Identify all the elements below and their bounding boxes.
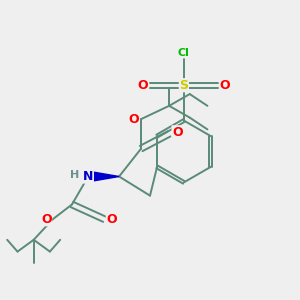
Text: O: O: [106, 213, 117, 226]
Polygon shape: [88, 171, 119, 182]
Text: O: O: [128, 112, 139, 126]
Text: O: O: [220, 79, 230, 92]
Text: H: H: [70, 170, 80, 180]
Text: S: S: [179, 79, 188, 92]
Text: O: O: [172, 126, 183, 139]
Text: O: O: [41, 213, 52, 226]
Text: O: O: [137, 79, 148, 92]
Text: N: N: [83, 170, 93, 183]
Text: Cl: Cl: [178, 48, 190, 58]
